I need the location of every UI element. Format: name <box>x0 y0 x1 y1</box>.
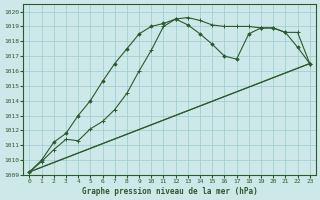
X-axis label: Graphe pression niveau de la mer (hPa): Graphe pression niveau de la mer (hPa) <box>82 187 258 196</box>
